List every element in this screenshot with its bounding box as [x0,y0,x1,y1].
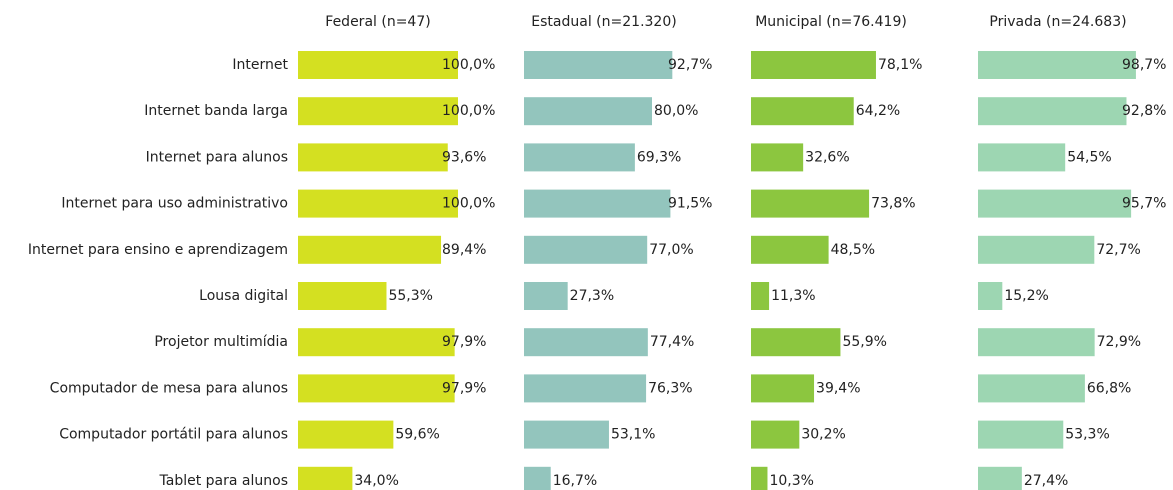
value-label: 98,7% [1122,57,1166,73]
bar [751,143,804,172]
category-label: Internet para alunos [146,149,288,165]
category-label: Internet banda larga [144,103,288,119]
bar [751,466,768,490]
value-label: 93,6% [442,149,486,165]
value-label: 89,4% [442,242,486,258]
bar [524,420,609,449]
bar [751,328,841,357]
value-label: 100,0% [442,196,495,212]
category-label: Lousa digital [199,288,288,304]
value-label: 72,9% [1097,334,1141,350]
value-label: 95,7% [1122,196,1166,212]
value-label: 97,9% [442,380,486,396]
value-label: 53,1% [611,427,655,443]
bar [751,374,815,403]
value-label: 97,9% [442,334,486,350]
bar [978,143,1066,172]
bar [751,420,800,449]
value-label: 100,0% [442,57,495,73]
bar [524,51,673,79]
value-label: 91,5% [668,196,712,212]
bar [298,143,448,172]
bar [524,466,551,490]
value-label: 77,0% [649,242,693,258]
value-label: 78,1% [878,57,922,73]
value-label: 10,3% [769,473,813,489]
bar [751,97,854,126]
bar [298,189,458,218]
value-label: 55,3% [388,288,432,304]
bar [751,235,829,264]
panel-title: Estadual (n=21.320) [531,14,676,30]
value-label: 53,3% [1065,427,1109,443]
value-label: 72,7% [1096,242,1140,258]
value-label: 76,3% [648,380,692,396]
bar [298,51,458,79]
value-label: 39,4% [816,380,860,396]
value-label: 27,4% [1024,473,1068,489]
bar [978,189,1132,218]
value-label: 55,9% [842,334,886,350]
value-label: 80,0% [654,103,698,119]
bar [298,420,394,449]
category-label: Internet para uso administrativo [61,196,288,212]
bar [978,235,1095,264]
bar [751,282,770,310]
value-label: 34,0% [354,473,398,489]
bar [524,235,648,264]
value-label: 73,8% [871,196,915,212]
category-label: Internet para ensino e aprendizagem [28,242,288,258]
bar [751,51,876,79]
category-label: Tablet para alunos [159,473,288,489]
value-label: 77,4% [650,334,694,350]
panel-title: Municipal (n=76.419) [755,14,907,30]
bar [978,328,1095,357]
value-label: 66,8% [1087,380,1131,396]
bar [524,189,671,218]
category-label: Projetor multimídia [154,334,288,350]
value-label: 100,0% [442,103,495,119]
value-label: 11,3% [771,288,815,304]
value-label: 48,5% [831,242,875,258]
value-label: 69,3% [637,149,681,165]
panel-title: Federal (n=47) [325,14,430,30]
value-label: 92,7% [668,57,712,73]
bar [978,466,1022,490]
value-label: 54,5% [1067,149,1111,165]
value-label: 92,8% [1122,103,1166,119]
value-label: 64,2% [856,103,900,119]
bar [298,97,458,126]
category-label: Internet [232,57,288,73]
bar [978,420,1064,449]
bar [524,282,568,310]
bar [751,189,870,218]
bar [524,328,648,357]
category-label: Computador portátil para alunos [59,427,288,443]
bar [298,328,455,357]
category-label: Computador de mesa para alunos [50,380,288,396]
bar [978,51,1136,79]
bar [298,282,387,310]
bar [524,143,635,172]
bar [978,282,1003,310]
bar [298,374,455,403]
bar [524,97,652,126]
bar [978,374,1085,403]
bar [978,97,1127,126]
value-label: 59,6% [395,427,439,443]
value-label: 32,6% [805,149,849,165]
value-label: 15,2% [1004,288,1048,304]
value-label: 30,2% [801,427,845,443]
bar [298,466,353,490]
value-label: 27,3% [570,288,614,304]
panel-title: Privada (n=24.683) [989,14,1126,30]
value-label: 16,7% [553,473,597,489]
bar [298,235,442,264]
bar [524,374,647,403]
